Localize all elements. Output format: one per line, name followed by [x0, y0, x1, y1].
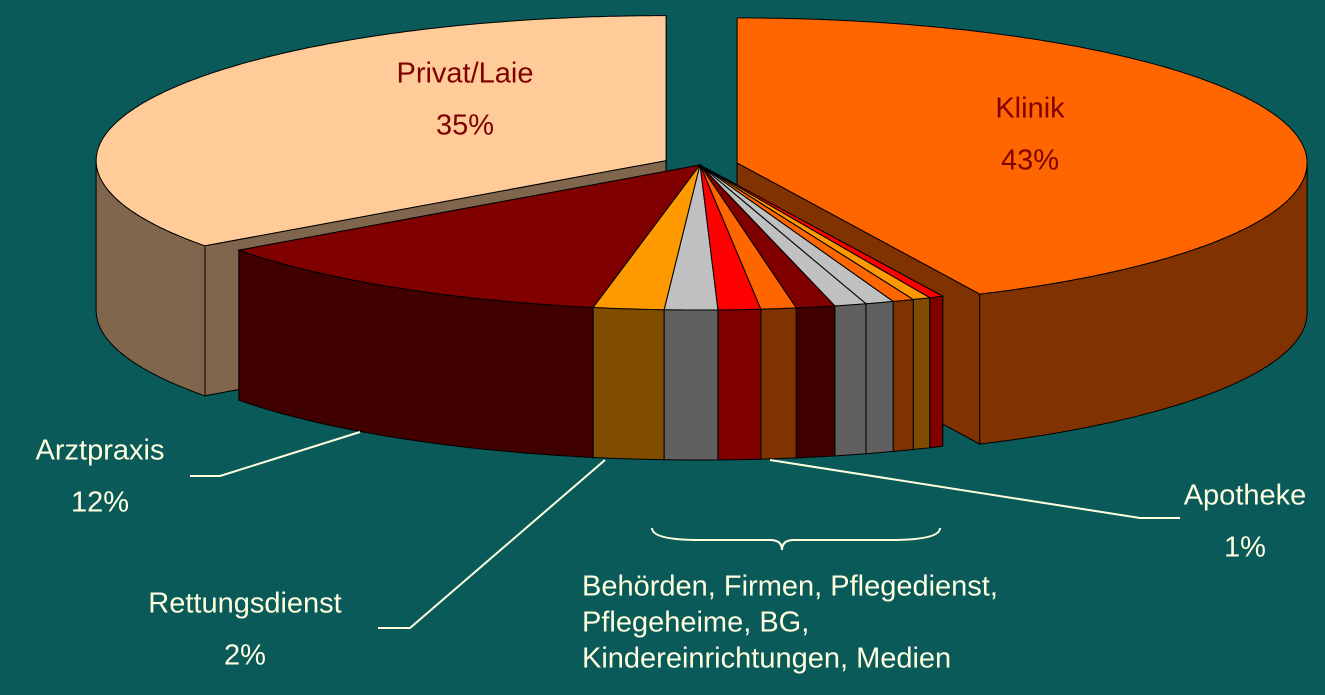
annotation: Behörden, Firmen, Pflegedienst,	[582, 571, 998, 603]
slice-label: Arztpraxis	[36, 435, 165, 467]
slice-label: Privat/Laie	[396, 58, 533, 90]
leader-line	[769, 459, 1180, 519]
value-label: 1%	[1224, 532, 1266, 564]
slice-wall	[929, 295, 944, 449]
annotation: Kindereinrichtungen, Medien	[582, 643, 951, 675]
slice-wall	[912, 297, 931, 451]
value-label: 2%	[224, 640, 266, 672]
slice-top	[699, 164, 836, 309]
slice-wall	[663, 309, 719, 461]
slice-top	[592, 164, 701, 311]
value-label: 35%	[436, 110, 494, 142]
slice-wall	[834, 303, 867, 457]
slice-top	[237, 164, 702, 308]
slice-wall	[760, 307, 797, 460]
brace	[651, 527, 941, 551]
slice-top	[699, 164, 762, 311]
value-label: 43%	[1001, 145, 1059, 177]
slice-top	[699, 164, 895, 305]
leader-line	[378, 459, 606, 629]
slice-top	[699, 164, 868, 307]
slice-label: Klinik	[995, 93, 1065, 125]
slice-wall	[795, 305, 836, 459]
slice	[663, 164, 719, 461]
slice-top	[95, 15, 667, 247]
slice-wall	[892, 298, 914, 452]
slice-top	[699, 164, 798, 310]
slice-label: Apotheke	[1184, 480, 1307, 512]
annotation: Pflegeheime, BG,	[582, 607, 809, 639]
value-label: 12%	[71, 487, 129, 519]
slice-wall	[592, 306, 665, 461]
slice-wall	[865, 300, 894, 455]
slice-label: Rettungsdienst	[148, 588, 341, 620]
slice-wall	[717, 308, 762, 461]
slice-top	[663, 164, 719, 311]
slice-top	[736, 17, 1308, 295]
leader-line	[190, 431, 361, 477]
